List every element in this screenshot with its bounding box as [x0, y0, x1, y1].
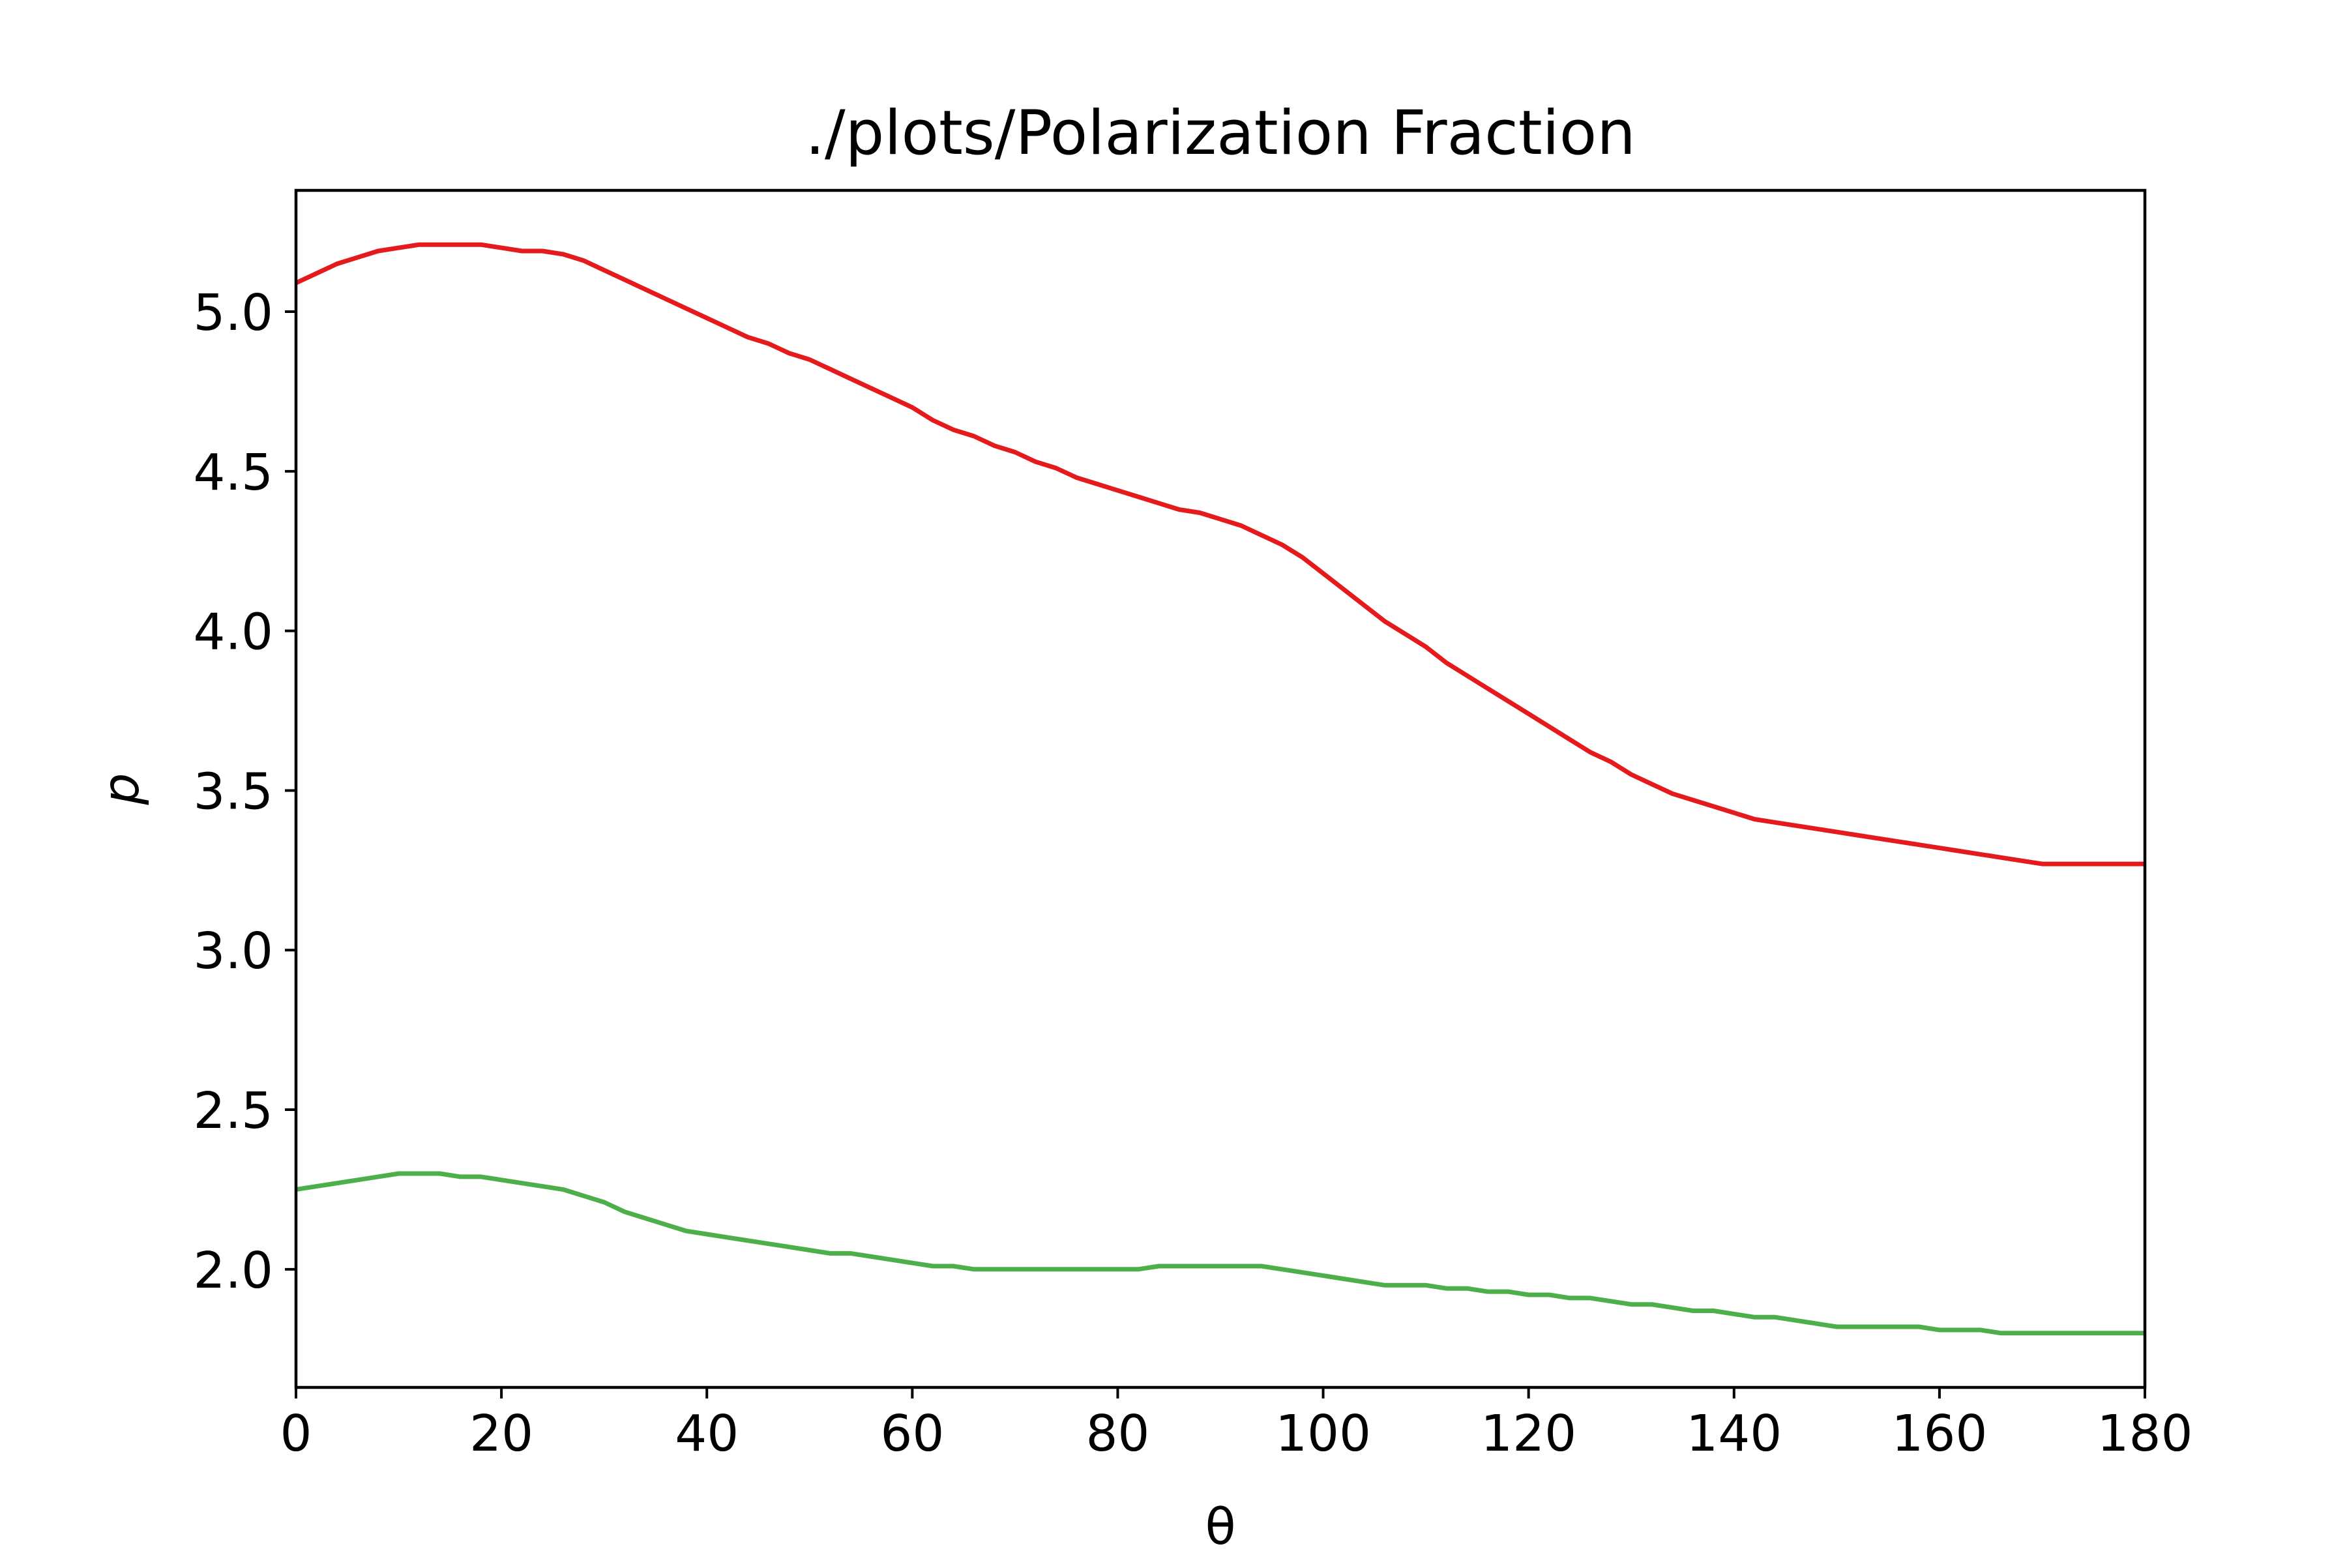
- x-axis-label: θ: [1205, 1498, 1235, 1556]
- y-tick-label: 3.0: [194, 923, 273, 981]
- y-tick-label: 2.0: [194, 1242, 273, 1300]
- x-tick-label: 120: [1481, 1405, 1576, 1463]
- series-line-1: [295, 242, 2145, 866]
- y-tick-label: 4.0: [194, 604, 273, 662]
- x-tick-label: 100: [1275, 1405, 1371, 1463]
- series-line-2: [295, 1171, 2145, 1336]
- y-axis-label: p: [93, 773, 151, 806]
- x-tick-label: 160: [1891, 1405, 1987, 1463]
- y-axis: 2.0 2.5 3.0 3.5 4.0 4.5 5.0: [194, 284, 296, 1300]
- chart-title: ./plots/Polarization Fraction: [805, 98, 1636, 169]
- x-axis: 0 20 40 60 80 100 120 140 160 180: [280, 1387, 2193, 1463]
- x-tick-label: 80: [1085, 1405, 1149, 1463]
- series-layer: [295, 242, 2145, 1336]
- x-tick-label: 0: [280, 1405, 312, 1463]
- x-tick-label: 20: [469, 1405, 533, 1463]
- x-tick-label: 180: [2097, 1405, 2193, 1463]
- plot-frame: [294, 188, 2147, 1389]
- x-tick-label: 140: [1686, 1405, 1782, 1463]
- y-tick-label: 2.5: [194, 1082, 273, 1140]
- x-tick-label: 40: [675, 1405, 739, 1463]
- x-tick-label: 60: [880, 1405, 944, 1463]
- y-tick-label: 3.5: [194, 763, 273, 821]
- y-tick-label: 5.0: [194, 284, 273, 342]
- y-tick-label: 4.5: [194, 444, 273, 502]
